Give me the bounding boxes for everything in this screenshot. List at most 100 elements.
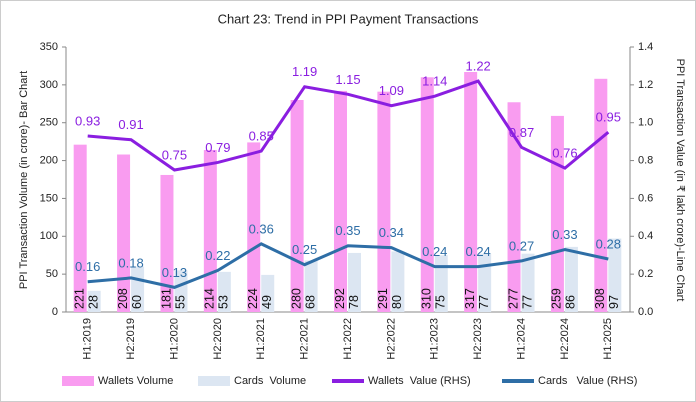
bar-value-label: 221 xyxy=(72,288,86,309)
line-value-label: 1.19 xyxy=(292,64,317,79)
y-tick-label: 0 xyxy=(52,306,58,318)
legend-label: Cards Value (RHS) xyxy=(538,375,637,387)
line-value-label: 0.18 xyxy=(118,255,143,270)
line-value-label: 0.87 xyxy=(509,125,534,140)
line-value-label: 0.28 xyxy=(596,236,621,251)
x-tick-label: H1:2023 xyxy=(429,318,441,360)
bar-value-label: 68 xyxy=(303,295,317,309)
y2-tick-label: 0.4 xyxy=(638,230,653,242)
line-value-label: 0.13 xyxy=(162,265,187,280)
y-tick-label: 50 xyxy=(46,268,58,280)
y2-axis-label: PPI Transaction Value (in ₹ lakh crore)-… xyxy=(674,59,686,302)
y2-tick-label: 0.2 xyxy=(638,268,653,280)
y-tick-label: 300 xyxy=(40,79,58,91)
x-tick-label: H1:2021 xyxy=(255,318,267,360)
bar xyxy=(203,149,217,312)
bar xyxy=(117,154,131,312)
bar xyxy=(304,260,318,312)
bar xyxy=(174,270,188,312)
bar-value-label: 317 xyxy=(463,288,477,309)
x-tick-label: H2:2020 xyxy=(212,318,224,360)
bar-value-label: 28 xyxy=(86,295,100,309)
line-value-label: 0.34 xyxy=(379,225,404,240)
line-value-label: 0.24 xyxy=(465,244,490,259)
bar xyxy=(564,246,578,312)
y-tick-label: 200 xyxy=(40,154,58,166)
bar xyxy=(247,142,261,312)
bar xyxy=(73,144,87,312)
line-value-label: 0.36 xyxy=(249,221,274,236)
bar-value-label: 78 xyxy=(347,295,361,309)
x-tick-label: H2:2023 xyxy=(472,318,484,360)
y2-tick-label: 0.8 xyxy=(638,154,653,166)
bar xyxy=(608,238,622,312)
bar-value-label: 86 xyxy=(564,295,578,309)
bar-value-label: 280 xyxy=(289,288,303,309)
y2-tick-label: 1.2 xyxy=(638,79,653,91)
bar-value-label: 77 xyxy=(520,295,534,309)
bar-value-label: 49 xyxy=(260,295,274,309)
x-tick-label: H2:2021 xyxy=(299,318,311,360)
line-value-label: 0.75 xyxy=(162,147,187,162)
bar-value-label: 97 xyxy=(607,295,621,309)
bar xyxy=(261,274,275,312)
bar xyxy=(521,253,535,312)
x-tick-label: H2:2024 xyxy=(559,318,571,360)
bar-value-label: 224 xyxy=(246,288,260,309)
bar-value-label: 77 xyxy=(477,295,491,309)
x-tick-label: H1:2024 xyxy=(515,318,527,360)
bar xyxy=(290,100,304,312)
bar xyxy=(434,255,448,312)
line-value-label: 1.15 xyxy=(335,72,360,87)
line-value-label: 1.22 xyxy=(465,59,490,74)
bar xyxy=(334,90,347,313)
legend-swatch xyxy=(62,376,94,386)
bar-value-label: 214 xyxy=(203,288,217,309)
y2-tick-label: 1.4 xyxy=(638,41,653,53)
legend-label: Wallets Volume xyxy=(98,375,173,387)
bar xyxy=(464,71,478,312)
line-value-label: 0.95 xyxy=(596,110,621,125)
x-tick-label: H1:2020 xyxy=(168,318,180,360)
line-value-label: 0.85 xyxy=(249,129,274,144)
y2-tick-label: 1.0 xyxy=(638,117,653,129)
line-value-label: 0.76 xyxy=(552,146,577,161)
bar xyxy=(478,253,492,312)
bar-value-label: 292 xyxy=(333,288,347,309)
bar-value-label: 75 xyxy=(434,295,448,309)
x-tick-label: H2:2022 xyxy=(385,318,397,360)
bar xyxy=(348,252,361,312)
bar-value-label: 308 xyxy=(593,288,607,309)
line-value-label: 0.27 xyxy=(509,238,534,253)
bar-value-label: 208 xyxy=(116,288,130,309)
line-value-label: 0.25 xyxy=(292,242,317,257)
bar xyxy=(87,290,101,312)
bar xyxy=(217,271,231,312)
line-value-label: 0.93 xyxy=(75,113,100,128)
x-tick-label: H1:2022 xyxy=(342,318,354,360)
bar xyxy=(160,174,174,312)
line xyxy=(87,242,609,289)
bar-value-label: 291 xyxy=(376,288,390,309)
bar-value-label: 55 xyxy=(173,295,187,309)
x-tick-label: H1:2025 xyxy=(602,318,614,360)
bar-value-label: 181 xyxy=(159,288,173,309)
x-tick-label: H2:2019 xyxy=(125,318,137,360)
bar xyxy=(507,102,521,313)
line-value-label: 0.24 xyxy=(422,244,447,259)
chart-title: Chart 23: Trend in PPI Payment Transacti… xyxy=(218,11,479,26)
y-tick-label: 250 xyxy=(40,117,58,129)
bar-value-label: 277 xyxy=(506,288,520,309)
y-tick-label: 150 xyxy=(40,192,58,204)
bar-value-label: 60 xyxy=(130,295,144,309)
y-tick-label: 100 xyxy=(40,230,58,242)
bar xyxy=(377,91,391,313)
legend-swatch xyxy=(198,376,230,386)
bar-value-label: 259 xyxy=(550,288,564,309)
legend-label: Cards Volume xyxy=(234,375,306,387)
y-axis-label: PPI Transaction Volume (in crore)- Bar C… xyxy=(18,71,30,289)
line xyxy=(87,79,610,172)
line-value-label: 0.22 xyxy=(205,248,230,263)
